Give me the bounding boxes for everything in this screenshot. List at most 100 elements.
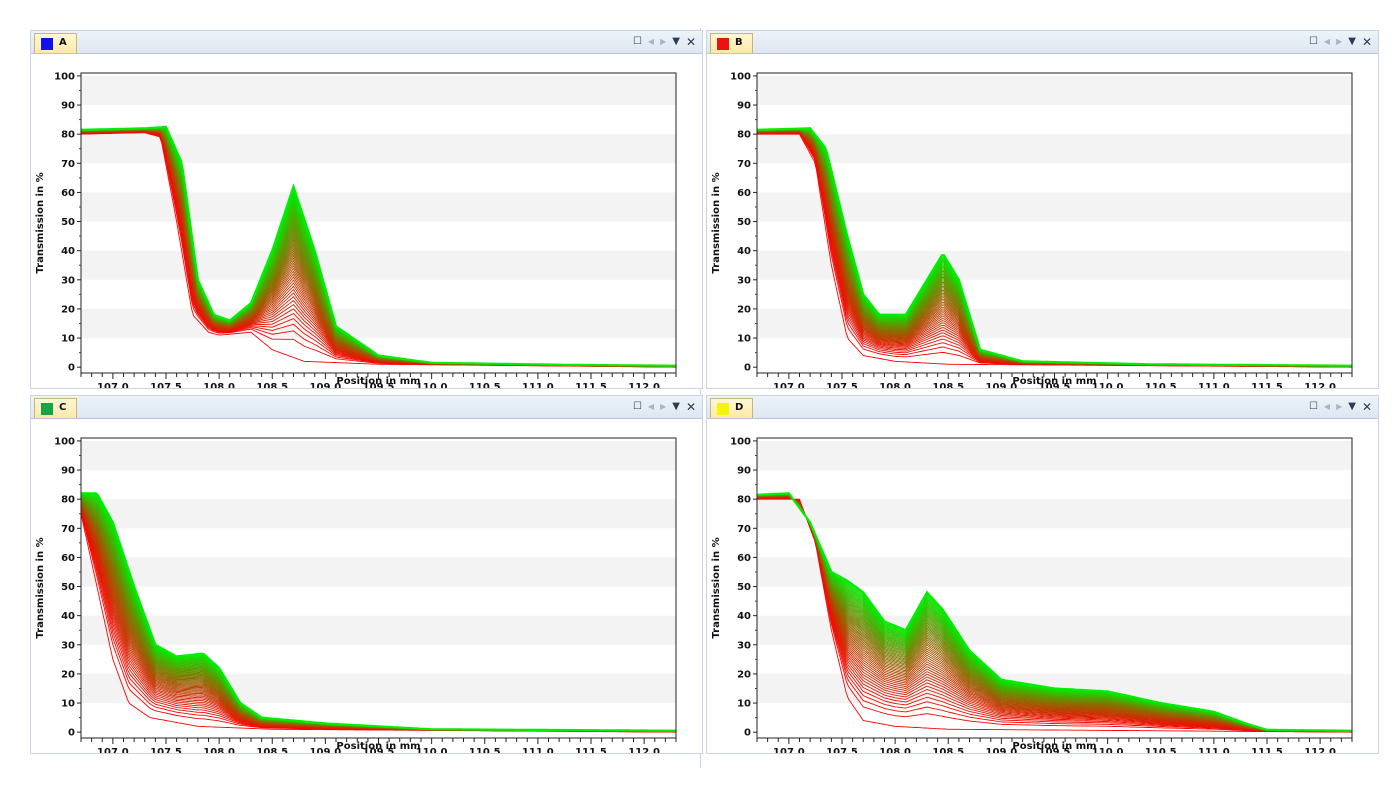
- y-tick-label: 10: [61, 699, 75, 710]
- scroll-left-icon[interactable]: ◀: [1323, 37, 1331, 46]
- y-axis-title: Transmission in %: [711, 172, 722, 273]
- y-tick-label: 100: [54, 436, 75, 447]
- grid-band: [81, 615, 676, 645]
- grid-band: [757, 499, 1352, 529]
- x-axis-title: Position in mm: [1012, 376, 1096, 387]
- panel-tabbar: C ☐ ◀ ▶ ▼ ✕: [31, 396, 702, 419]
- window-maximize-icon[interactable]: ☐: [1308, 401, 1318, 412]
- tab-a[interactable]: A: [34, 33, 77, 53]
- window-maximize-icon[interactable]: ☐: [632, 36, 642, 47]
- series-color-swatch: [41, 403, 53, 415]
- y-tick-label: 20: [61, 304, 75, 315]
- x-tick-label: 107.0: [97, 382, 129, 388]
- y-tick-label: 70: [61, 159, 75, 170]
- close-icon[interactable]: ✕: [685, 35, 696, 49]
- grid-band: [757, 192, 1352, 222]
- grid-bands: [81, 75, 676, 339]
- y-axis: 0 10 20 30 40 50 60 70 80 90 100: [730, 71, 757, 374]
- tab-b[interactable]: B: [710, 33, 753, 53]
- x-tick-label: 110.0: [1092, 382, 1124, 388]
- y-tick-label: 80: [737, 130, 751, 141]
- dropdown-menu-icon[interactable]: ▼: [1348, 36, 1356, 47]
- x-tick-label: 108.0: [879, 382, 911, 388]
- scroll-right-icon[interactable]: ▶: [660, 402, 667, 411]
- y-axis: 0 10 20 30 40 50 60 70 80 90 100: [54, 71, 81, 374]
- x-axis: 107.0 107.5 108.0 108.5 109.0 109.5 110.0 110.5…: [80, 373, 677, 388]
- x-tick-label: 109.0: [986, 747, 1018, 753]
- scroll-left-icon[interactable]: ◀: [647, 37, 655, 46]
- y-tick-label: 30: [737, 640, 751, 651]
- x-tick-label: 110.0: [416, 747, 448, 753]
- x-axis-title: Position in mm: [336, 376, 420, 387]
- x-tick-label: 110.0: [416, 382, 448, 388]
- tab-label: C: [59, 402, 67, 413]
- close-icon[interactable]: ✕: [1361, 400, 1372, 414]
- grid-band: [757, 557, 1352, 587]
- x-tick-label: 111.0: [1198, 747, 1230, 753]
- scroll-right-icon[interactable]: ▶: [1336, 402, 1343, 411]
- scroll-left-icon[interactable]: ◀: [1323, 402, 1331, 411]
- curve-family: [756, 492, 1353, 733]
- y-tick-label: 100: [54, 71, 75, 82]
- y-tick-label: 50: [737, 582, 751, 593]
- scroll-right-icon[interactable]: ▶: [660, 37, 667, 46]
- y-tick-label: 80: [61, 130, 75, 141]
- close-icon[interactable]: ✕: [1361, 35, 1372, 49]
- x-tick-label: 110.5: [1145, 747, 1177, 753]
- grid-band: [757, 440, 1352, 471]
- y-tick-label: 10: [737, 699, 751, 710]
- dropdown-menu-icon[interactable]: ▼: [672, 36, 680, 47]
- transmission-chart: 0 10 20 30 40 50 60 70 80 90 100 107.0 107.5 108.0 108…: [711, 71, 1353, 388]
- y-tick-label: 30: [737, 275, 751, 286]
- window-maximize-icon[interactable]: ☐: [632, 401, 642, 412]
- curve-family: [80, 492, 677, 733]
- x-tick-label: 110.0: [1092, 747, 1124, 753]
- y-tick-label: 70: [737, 524, 751, 535]
- panel-tabbar: A ☐ ◀ ▶ ▼ ✕: [31, 31, 702, 54]
- dropdown-menu-icon[interactable]: ▼: [1348, 401, 1356, 412]
- x-tick-label: 111.5: [575, 382, 607, 388]
- x-tick-label: 108.0: [203, 382, 235, 388]
- x-tick-label: 110.5: [469, 382, 501, 388]
- scroll-left-icon[interactable]: ◀: [647, 402, 655, 411]
- chart-panel-d: D ☐ ◀ ▶ ▼ ✕ 0 10 20 30 40 50 60 70 80 90 100 107.0 1…: [706, 395, 1379, 754]
- series-color-swatch: [717, 403, 729, 415]
- window-maximize-icon[interactable]: ☐: [1308, 36, 1318, 47]
- y-tick-label: 60: [737, 553, 751, 564]
- grid-band: [81, 192, 676, 222]
- grid-band: [81, 440, 676, 471]
- x-tick-label: 107.5: [150, 382, 182, 388]
- x-tick-label: 108.0: [203, 747, 235, 753]
- y-tick-label: 90: [737, 466, 751, 477]
- y-tick-label: 90: [737, 101, 751, 112]
- y-tick-label: 30: [61, 640, 75, 651]
- y-tick-label: 0: [68, 728, 75, 739]
- grid-band: [757, 134, 1352, 164]
- y-tick-label: 60: [61, 188, 75, 199]
- y-tick-label: 40: [61, 246, 75, 257]
- grid-band: [81, 308, 676, 339]
- x-tick-label: 108.5: [932, 747, 964, 753]
- tab-c[interactable]: C: [34, 398, 77, 418]
- x-tick-label: 107.5: [826, 747, 858, 753]
- dropdown-menu-icon[interactable]: ▼: [672, 401, 680, 412]
- y-axis-title: Transmission in %: [35, 172, 46, 273]
- chart-panel-c: C ☐ ◀ ▶ ▼ ✕ 0 10 20 30 40 50 60 70 80 90 100 107.0 1…: [30, 395, 703, 754]
- tab-d[interactable]: D: [710, 398, 753, 418]
- chart-panel-b: B ☐ ◀ ▶ ▼ ✕ 0 10 20 30 40 50 60 70 80 90 100 107.0 1…: [706, 30, 1379, 389]
- y-axis: 0 10 20 30 40 50 60 70 80 90 100: [730, 436, 757, 739]
- transmission-curve: [756, 127, 1352, 367]
- y-tick-label: 50: [737, 217, 751, 228]
- chart-panel-a: A ☐ ◀ ▶ ▼ ✕ 0 10 20 30 40 50 60 70 80 90 100 107.0 1…: [30, 30, 703, 389]
- tab-label: B: [735, 37, 743, 48]
- x-tick-label: 109.0: [986, 382, 1018, 388]
- close-icon[interactable]: ✕: [685, 400, 696, 414]
- y-axis-title: Transmission in %: [35, 537, 46, 638]
- x-tick-label: 107.0: [773, 382, 805, 388]
- y-tick-label: 80: [61, 495, 75, 506]
- y-tick-label: 40: [737, 611, 751, 622]
- grid-band: [81, 499, 676, 529]
- y-tick-label: 50: [61, 582, 75, 593]
- transmission-curve: [81, 492, 676, 732]
- scroll-right-icon[interactable]: ▶: [1336, 37, 1343, 46]
